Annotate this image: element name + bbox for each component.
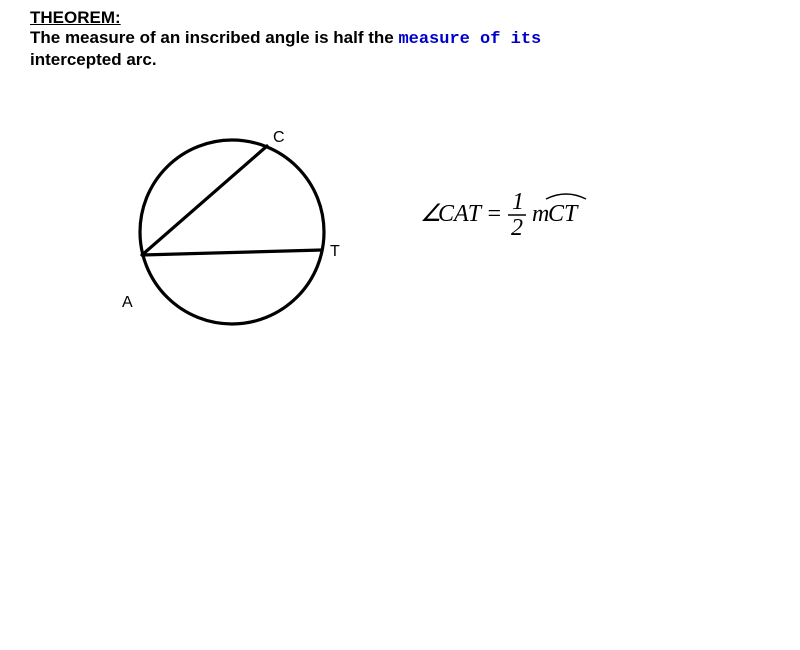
svg-text:m: m bbox=[532, 201, 549, 227]
svg-text:C: C bbox=[273, 129, 285, 146]
svg-text:1: 1 bbox=[512, 189, 524, 215]
theorem-body: The measure of an inscribed angle is hal… bbox=[30, 28, 590, 71]
diagram-svg: C T A bbox=[115, 120, 375, 360]
svg-text:A: A bbox=[122, 294, 133, 311]
inscribed-angle-diagram: C T A bbox=[115, 120, 375, 365]
theorem-block: THEOREM: The measure of an inscribed ang… bbox=[30, 8, 590, 71]
theorem-line2-black: intercepted arc. bbox=[30, 50, 157, 69]
theorem-line1-black: The measure of an inscribed angle is hal… bbox=[30, 28, 398, 47]
theorem-title: THEOREM: bbox=[30, 8, 121, 27]
svg-text:CAT: CAT bbox=[438, 201, 483, 227]
svg-text:2: 2 bbox=[511, 215, 523, 241]
formula: ∠CAT=12mCT bbox=[420, 185, 620, 241]
svg-text:CT: CT bbox=[548, 201, 579, 227]
formula-svg: ∠CAT=12mCT bbox=[420, 185, 620, 241]
svg-text:T: T bbox=[330, 243, 340, 260]
svg-text:=: = bbox=[486, 201, 502, 227]
theorem-line1-blue: measure of its bbox=[398, 30, 541, 49]
